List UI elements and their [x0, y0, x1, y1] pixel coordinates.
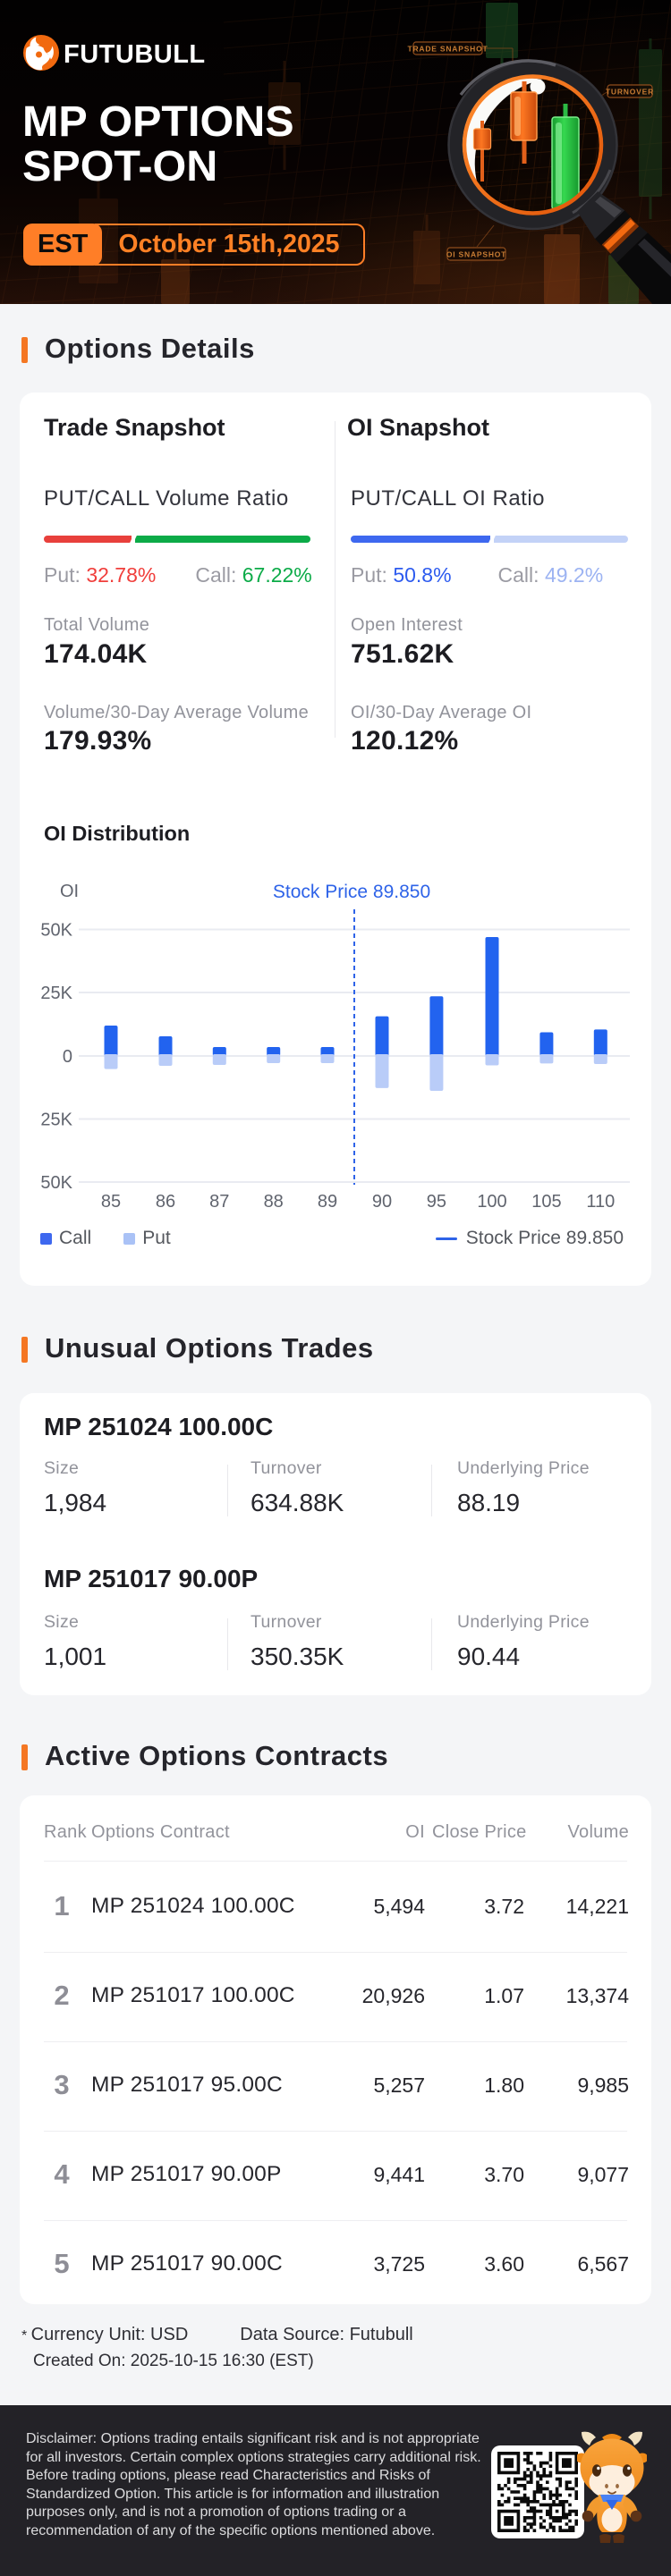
svg-text:86: 86: [156, 1192, 175, 1212]
svg-text:89: 89: [318, 1192, 337, 1212]
svg-text:100: 100: [477, 1192, 506, 1212]
svg-text:50K: 50K: [40, 921, 72, 941]
svg-text:110: 110: [586, 1192, 615, 1212]
svg-text:0: 0: [63, 1047, 72, 1067]
svg-text:OI: OI: [60, 882, 79, 901]
svg-text:50K: 50K: [40, 1173, 72, 1193]
svg-text:TRADE SNAPSHOT: TRADE SNAPSHOT: [407, 45, 488, 54]
svg-text:105: 105: [531, 1192, 561, 1212]
svg-text:85: 85: [101, 1192, 121, 1212]
svg-text:25K: 25K: [40, 1111, 72, 1130]
svg-text:88: 88: [264, 1192, 284, 1212]
svg-text:25K: 25K: [40, 984, 72, 1003]
svg-text:87: 87: [209, 1192, 229, 1212]
svg-text:90: 90: [372, 1192, 392, 1212]
svg-text:Stock Price 89.850: Stock Price 89.850: [273, 882, 430, 902]
svg-text:TURNOVER: TURNOVER: [606, 88, 654, 97]
svg-text:FUTUBULL: FUTUBULL: [64, 40, 206, 69]
svg-text:OI SNAPSHOT: OI SNAPSHOT: [446, 250, 506, 259]
svg-text:95: 95: [427, 1192, 446, 1212]
